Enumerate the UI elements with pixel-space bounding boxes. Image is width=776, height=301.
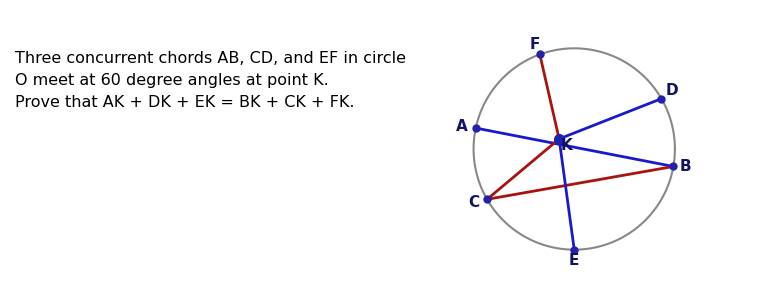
Text: K: K	[560, 138, 572, 154]
Text: Three concurrent chords AB, CD, and EF in circle
O meet at 60 degree angles at p: Three concurrent chords AB, CD, and EF i…	[16, 51, 406, 110]
Text: F: F	[529, 37, 540, 52]
Text: E: E	[569, 253, 580, 268]
Text: A: A	[456, 119, 468, 134]
Text: C: C	[469, 195, 480, 210]
Text: D: D	[665, 83, 677, 98]
Text: B: B	[680, 159, 691, 174]
